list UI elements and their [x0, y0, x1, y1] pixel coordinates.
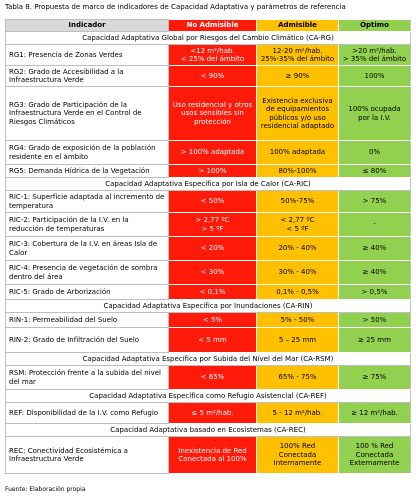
- indicator-row: RIN-1: Permeabilidad del Suelo < 5% 5% - 5…: [5, 312, 411, 328]
- indicator-name: RIC-2: Participación de la I.V. en la re…: [5, 212, 169, 237]
- threshold-cell: ≤ 80%: [338, 164, 411, 178]
- threshold-cell: > 50%: [338, 312, 411, 328]
- threshold-cell: 20% - 40%: [256, 236, 339, 261]
- threshold-cell: < 2,77 ºC < 5 ºF: [256, 212, 339, 237]
- header-cell: Admisible: [256, 19, 339, 32]
- table-head: Indicador No Admisible Admisible Óptimo: [5, 19, 411, 32]
- indicator-name: RIN-1: Permeabilidad del Suelo: [5, 312, 169, 328]
- threshold-cell: 5 – 25 mm: [256, 327, 339, 353]
- section-row: Capacidad Adaptativa basado en Ecosistem…: [5, 423, 411, 437]
- indicator-name: RG3: Grado de Participación de la Infrae…: [5, 86, 169, 141]
- indicator-table: Indicador No Admisible Admisible Óptimo Cap…: [5, 19, 411, 474]
- indicator-row: RIC-1: Superficie adaptada al incremento…: [5, 190, 411, 213]
- threshold-cell: >20 m²/hab. > 35% del ámbito: [338, 44, 411, 66]
- indicator-name: RG4: Grado de exposición de la población…: [5, 140, 169, 165]
- indicator-row: RIN-2: Grado de Infiltración del Suelo < …: [5, 327, 411, 353]
- threshold-cell: 5 - 12 m²/hab.: [256, 402, 339, 424]
- indicator-row: RIC-5: Grado de Arborización < 0,1% 0,1% -…: [5, 284, 411, 300]
- section-row: Capacidad Adaptativa Global por Riesgos …: [5, 31, 411, 45]
- threshold-cell: 100%: [338, 65, 411, 87]
- indicator-row: RSM: Protección frente a la subida del n…: [5, 365, 411, 390]
- threshold-cell: ≥ 75%: [338, 365, 411, 390]
- threshold-cell: < 5 mm: [168, 327, 257, 353]
- section-title: Capacidad Adaptativa Específica por Inun…: [5, 299, 411, 313]
- header-cell: Óptimo: [338, 19, 411, 32]
- indicator-row: RG3: Grado de Participación de la Infrae…: [5, 86, 411, 141]
- threshold-cell: 50%-75%: [256, 190, 339, 213]
- threshold-cell: 5% - 50%: [256, 312, 339, 328]
- section-title: Capacidad Adaptativa Específica como Ref…: [5, 389, 411, 403]
- threshold-cell: Uso residencial y otros usos sensibles s…: [168, 86, 257, 141]
- section-row: Capacidad Adaptativa Específica por Isla…: [5, 177, 411, 191]
- indicator-name: REF: Disponibilidad de la I.V. como Refu…: [5, 402, 169, 424]
- threshold-cell: -: [338, 212, 411, 237]
- threshold-cell: 100% ocupada por la I.V.: [338, 86, 411, 141]
- indicator-row: RG5: Demanda Hídrica de la Vegetación > 1…: [5, 164, 411, 178]
- threshold-cell: 80%-100%: [256, 164, 339, 178]
- indicator-row: REF: Disponibilidad de la I.V. como Refu…: [5, 402, 411, 424]
- threshold-cell: Inexistencia de Red Conectada al 100%: [168, 436, 257, 474]
- threshold-cell: 100% adaptada: [256, 140, 339, 165]
- indicator-row: RIC-2: Participación de la I.V. en la re…: [5, 212, 411, 237]
- section-row: Capacidad Adaptativa Específica como Ref…: [5, 389, 411, 403]
- indicator-name: RIC-4: Presencia de vegetación de sombra…: [5, 260, 169, 285]
- section-title: Capacidad Adaptativa Específica por Subi…: [5, 352, 411, 366]
- threshold-cell: 0%: [338, 140, 411, 165]
- threshold-cell: < 50%: [168, 190, 257, 213]
- indicator-row: RG2: Grado de Accesibilidad a la Infraes…: [5, 65, 411, 87]
- section-row: Capacidad Adaptativa Específica por Subi…: [5, 352, 411, 366]
- indicator-row: REC: Conectividad Ecosistémica a Infraes…: [5, 436, 411, 474]
- threshold-cell: 100% Red Conectada Internamente: [256, 436, 339, 474]
- threshold-cell: ≥ 40%: [338, 260, 411, 285]
- indicator-row: RG4: Grado de exposición de la población…: [5, 140, 411, 165]
- indicator-name: RIC-5: Grado de Arborización: [5, 284, 169, 300]
- threshold-cell: > 0,5%: [338, 284, 411, 300]
- threshold-cell: Existencia exclusiva de equipamientos pú…: [256, 86, 339, 141]
- indicator-name: RIN-2: Grado de Infiltración del Suelo: [5, 327, 169, 353]
- threshold-cell: < 30%: [168, 260, 257, 285]
- indicator-row: RIC-3: Cobertura de la I.V. en áreas Isl…: [5, 236, 411, 261]
- threshold-cell: <12 m²/hab. < 25% del ámbito: [168, 44, 257, 66]
- threshold-cell: ≥ 25 mm: [338, 327, 411, 353]
- threshold-cell: ≥ 12 m²/hab.: [338, 402, 411, 424]
- indicator-row: RIC-4: Presencia de vegetación de sombra…: [5, 260, 411, 285]
- threshold-cell: < 90%: [168, 65, 257, 87]
- header-row: Indicador No Admisible Admisible Óptimo: [5, 19, 411, 32]
- threshold-cell: ≥ 40%: [338, 236, 411, 261]
- indicator-name: REC: Conectividad Ecosistémica a Infraes…: [5, 436, 169, 474]
- threshold-cell: > 100% adaptada: [168, 140, 257, 165]
- caption: Tabla 8. Propuesta de marco de indicador…: [5, 3, 346, 11]
- threshold-cell: 100 % Red Conectada Externamente: [338, 436, 411, 474]
- threshold-cell: > 100%: [168, 164, 257, 178]
- indicator-row: RG1: Presencia de Zonas Verdes <12 m²/hab…: [5, 44, 411, 66]
- threshold-cell: < 20%: [168, 236, 257, 261]
- indicator-name: RG1: Presencia de Zonas Verdes: [5, 44, 169, 66]
- threshold-cell: < 65%: [168, 365, 257, 390]
- indicator-name: RG5: Demanda Hídrica de la Vegetación: [5, 164, 169, 178]
- section-title: Capacidad Adaptativa Global por Riesgos …: [5, 31, 411, 45]
- table-body: Capacidad Adaptativa Global por Riesgos …: [5, 31, 411, 474]
- threshold-cell: 30% - 40%: [256, 260, 339, 285]
- header-cell: No Admisible: [168, 19, 257, 32]
- threshold-cell: ≤ 5 m²/hab.: [168, 402, 257, 424]
- header-cell: Indicador: [5, 19, 169, 32]
- threshold-cell: ≥ 90%: [256, 65, 339, 87]
- section-title: Capacidad Adaptativa basado en Ecosistem…: [5, 423, 411, 437]
- threshold-cell: > 75%: [338, 190, 411, 213]
- indicator-name: RIC-3: Cobertura de la I.V. en áreas Isl…: [5, 236, 169, 261]
- threshold-cell: 12-20 m²/hab. 25%-35% del ámbito: [256, 44, 339, 66]
- indicator-name: RG2: Grado de Accesibilidad a la Infraes…: [5, 65, 169, 87]
- indicator-name: RIC-1: Superficie adaptada al incremento…: [5, 190, 169, 213]
- threshold-cell: 0,1% - 0,5%: [256, 284, 339, 300]
- threshold-cell: < 5%: [168, 312, 257, 328]
- section-title: Capacidad Adaptativa Específica por Isla…: [5, 177, 411, 191]
- threshold-cell: < 0,1%: [168, 284, 257, 300]
- section-row: Capacidad Adaptativa Específica por Inun…: [5, 299, 411, 313]
- threshold-cell: 65% - 75%: [256, 365, 339, 390]
- indicator-name: RSM: Protección frente a la subida del n…: [5, 365, 169, 390]
- footer: Fuente: Elaboración propia: [5, 486, 86, 493]
- threshold-cell: > 2,77 ºC > 5 ºF: [168, 212, 257, 237]
